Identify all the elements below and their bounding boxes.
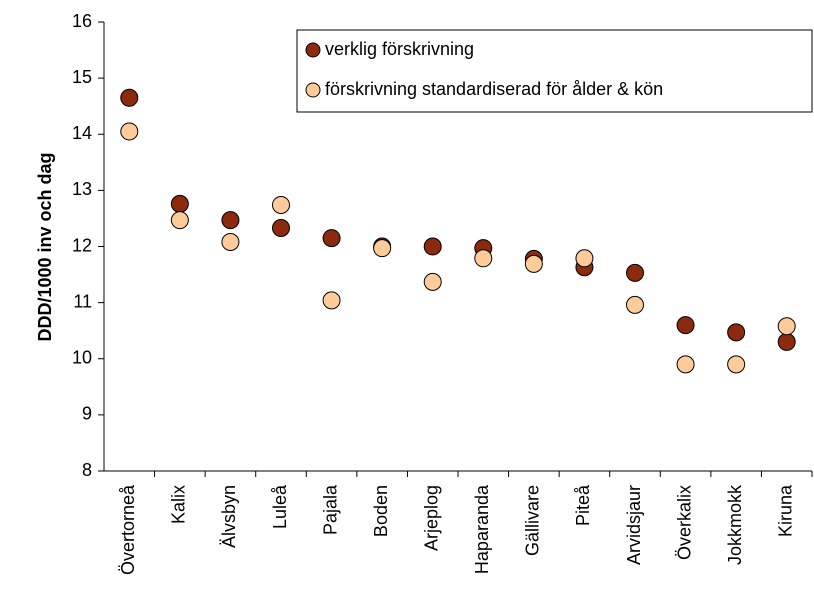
dot xyxy=(221,233,240,252)
x-tick-label: Älvsbyn xyxy=(219,485,239,548)
legend-box xyxy=(296,29,813,113)
dot xyxy=(272,195,290,214)
y-tick-label: 8 xyxy=(82,460,92,480)
dot xyxy=(322,229,341,248)
y-tick-label: 16 xyxy=(72,11,92,31)
dot xyxy=(120,122,139,141)
x-tick-label: Kalix xyxy=(169,485,189,524)
x-tick-label: Pajala xyxy=(320,484,340,535)
dot xyxy=(676,316,695,335)
dot xyxy=(272,218,290,237)
dot xyxy=(575,249,594,268)
y-tick-label: 13 xyxy=(72,179,92,199)
x-tick-label: Haparanda xyxy=(472,484,492,574)
dot xyxy=(524,254,543,273)
x-tick-label: Övertorneå xyxy=(118,484,138,575)
dot xyxy=(777,332,796,351)
dot xyxy=(676,355,695,374)
x-tick-label: Boden xyxy=(371,485,391,537)
dot xyxy=(423,272,442,291)
legend-marker xyxy=(305,82,321,98)
dot xyxy=(777,317,796,336)
x-tick-label: Arvidsjaur xyxy=(624,485,644,565)
y-tick-label: 11 xyxy=(73,291,92,311)
dot xyxy=(727,355,746,374)
y-tick-label: 15 xyxy=(72,67,92,87)
legend-label: förskrivning standardiserad för ålder & … xyxy=(325,79,663,99)
y-tick-label: 10 xyxy=(72,348,92,368)
dot xyxy=(373,239,392,258)
x-tick-label: Kiruna xyxy=(775,484,795,537)
y-tick-label: 14 xyxy=(72,123,92,143)
dot xyxy=(170,194,189,213)
dot xyxy=(120,88,139,107)
legend-label: verklig förskrivning xyxy=(325,39,474,59)
x-tick-label: Arjeplog xyxy=(421,485,441,551)
x-tick-label: Gällivare xyxy=(523,485,543,556)
dot xyxy=(322,291,341,310)
y-tick-label: 12 xyxy=(72,235,92,255)
dot xyxy=(170,211,189,230)
dot xyxy=(221,211,240,230)
dot xyxy=(474,249,493,268)
y-tick-label: 9 xyxy=(82,404,92,424)
legend-marker xyxy=(305,42,321,58)
x-tick-label: Jokkmokk xyxy=(725,484,745,565)
dot xyxy=(626,263,644,282)
y-axis-label: DDD/1000 inv och dag xyxy=(35,152,55,341)
dot xyxy=(727,323,746,342)
x-tick-label: Piteå xyxy=(573,484,593,526)
dot xyxy=(423,237,442,256)
x-tick-label: Överkalix xyxy=(674,485,694,560)
dot xyxy=(626,295,644,314)
x-tick-label: Luleå xyxy=(270,484,290,529)
